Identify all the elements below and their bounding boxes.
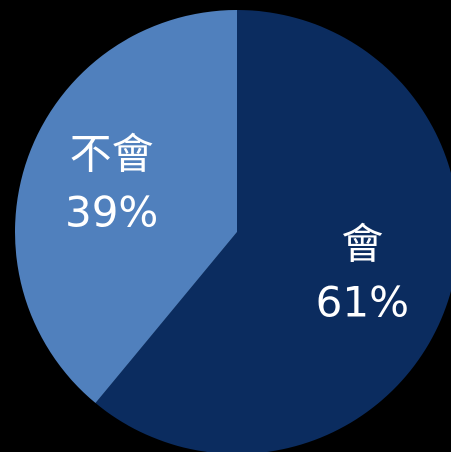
pie-slice [14,10,238,404]
pie-slice [95,10,451,452]
slice-value-label: 39% [65,187,158,236]
slice-value-label: 61% [316,278,409,327]
slice-label: 不會 [70,129,154,178]
slice-label: 會 [341,220,383,269]
